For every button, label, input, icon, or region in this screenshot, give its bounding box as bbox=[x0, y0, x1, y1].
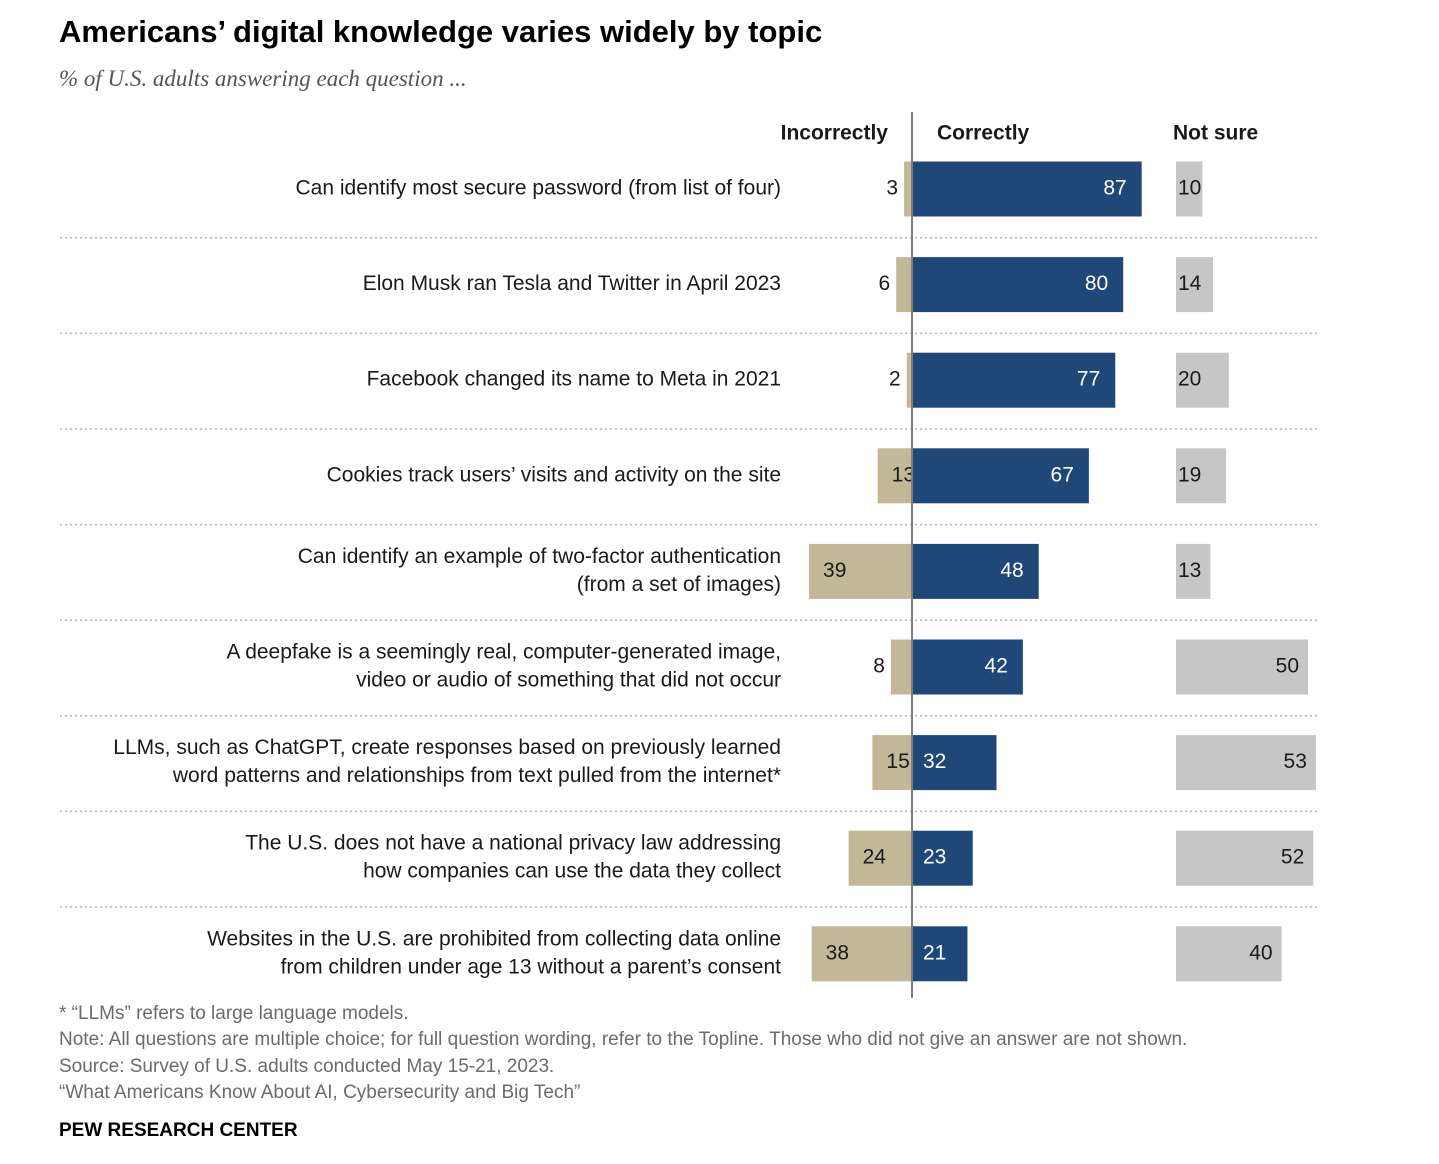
incorrect-bar bbox=[904, 161, 912, 217]
not-sure-bar bbox=[1176, 543, 1211, 599]
correct-bar bbox=[912, 448, 1089, 504]
chart-subtitle: % of U.S. adults answering each question… bbox=[59, 66, 467, 91]
question-label: Can identify most secure password (from … bbox=[295, 177, 781, 200]
brand-logo-text: PEW RESEARCH CENTER bbox=[59, 1120, 298, 1141]
incorrect-bar bbox=[896, 257, 912, 313]
incorrect-bar bbox=[811, 926, 912, 982]
incorrect-bar bbox=[877, 448, 912, 504]
column-header-not-sure: Not sure bbox=[1173, 122, 1258, 145]
question-label: Facebook changed its name to Meta in 202… bbox=[367, 368, 781, 391]
footnote-llms: * “LLMs” refers to large language models… bbox=[59, 1003, 409, 1024]
column-header-correctly: Correctly bbox=[937, 122, 1030, 145]
question-label: A deepfake is a seemingly real, computer… bbox=[227, 641, 781, 664]
question-label: (from a set of images) bbox=[577, 573, 781, 596]
incorrect-value-label: 39 bbox=[823, 559, 846, 582]
correct-bar bbox=[912, 352, 1116, 408]
not-sure-value-label: 52 bbox=[1281, 846, 1304, 869]
incorrect-bar bbox=[848, 830, 912, 886]
not-sure-bar bbox=[1176, 448, 1227, 504]
not-sure-bar bbox=[1176, 257, 1213, 313]
correct-bar bbox=[912, 926, 968, 982]
question-label: Elon Musk ran Tesla and Twitter in April… bbox=[363, 272, 781, 295]
incorrect-value-label: 38 bbox=[826, 941, 849, 964]
column-header-incorrectly: Incorrectly bbox=[781, 122, 889, 145]
not-sure-bar bbox=[1176, 639, 1308, 695]
not-sure-bar bbox=[1176, 926, 1282, 982]
correct-value-label: 77 bbox=[1077, 368, 1100, 391]
correct-value-label: 21 bbox=[923, 941, 946, 964]
chart-title: Americans’ digital knowledge varies wide… bbox=[59, 14, 823, 49]
correct-bar bbox=[912, 543, 1039, 599]
question-label: Websites in the U.S. are prohibited from… bbox=[207, 927, 781, 950]
footnote-report-title: “What Americans Know About AI, Cybersecu… bbox=[59, 1082, 581, 1103]
incorrect-value-label: 13 bbox=[892, 463, 915, 486]
incorrect-bar bbox=[872, 735, 912, 791]
correct-bar bbox=[912, 830, 973, 886]
question-label: The U.S. does not have a national privac… bbox=[245, 832, 781, 855]
correct-value-label: 23 bbox=[923, 846, 946, 869]
correct-bar bbox=[912, 257, 1124, 313]
correct-bar bbox=[912, 735, 997, 791]
incorrect-value-label: 6 bbox=[878, 272, 890, 295]
incorrect-bar bbox=[890, 639, 912, 695]
incorrect-value-label: 3 bbox=[886, 177, 898, 200]
footnote-source: Source: Survey of U.S. adults conducted … bbox=[59, 1056, 555, 1077]
not-sure-value-label: 13 bbox=[1178, 559, 1201, 582]
correct-value-label: 42 bbox=[985, 655, 1008, 678]
not-sure-bar bbox=[1176, 161, 1203, 217]
correct-value-label: 80 bbox=[1085, 272, 1108, 295]
not-sure-value-label: 10 bbox=[1178, 177, 1201, 200]
correct-value-label: 32 bbox=[923, 750, 946, 773]
correct-value-label: 48 bbox=[1000, 559, 1023, 582]
correct-value-label: 87 bbox=[1103, 177, 1126, 200]
not-sure-value-label: 53 bbox=[1284, 750, 1307, 773]
not-sure-bar bbox=[1176, 735, 1316, 791]
question-label: word patterns and relationships from tex… bbox=[172, 764, 781, 787]
not-sure-value-label: 50 bbox=[1276, 655, 1299, 678]
correct-value-label: 67 bbox=[1051, 463, 1074, 486]
question-label: from children under age 13 without a par… bbox=[281, 955, 782, 978]
not-sure-bar bbox=[1176, 830, 1314, 886]
incorrect-value-label: 24 bbox=[863, 846, 887, 869]
incorrect-value-label: 8 bbox=[873, 655, 885, 678]
question-label: how companies can use the data they coll… bbox=[363, 860, 781, 883]
not-sure-value-label: 19 bbox=[1178, 463, 1201, 486]
question-label: video or audio of something that did not… bbox=[356, 669, 781, 692]
incorrect-bar bbox=[906, 352, 912, 408]
correct-bar bbox=[912, 161, 1142, 217]
incorrect-value-label: 2 bbox=[889, 368, 901, 391]
footnote-note: Note: All questions are multiple choice;… bbox=[59, 1029, 1188, 1050]
question-label: Can identify an example of two-factor au… bbox=[298, 545, 781, 568]
not-sure-value-label: 40 bbox=[1249, 941, 1272, 964]
question-label: Cookies track users’ visits and activity… bbox=[327, 463, 781, 486]
incorrect-value-label: 15 bbox=[886, 750, 909, 773]
not-sure-value-label: 20 bbox=[1178, 368, 1201, 391]
question-label: LLMs, such as ChatGPT, create responses … bbox=[113, 736, 781, 759]
incorrect-bar bbox=[809, 543, 912, 599]
correct-bar bbox=[912, 639, 1023, 695]
not-sure-value-label: 14 bbox=[1178, 272, 1202, 295]
not-sure-bar bbox=[1176, 352, 1229, 408]
